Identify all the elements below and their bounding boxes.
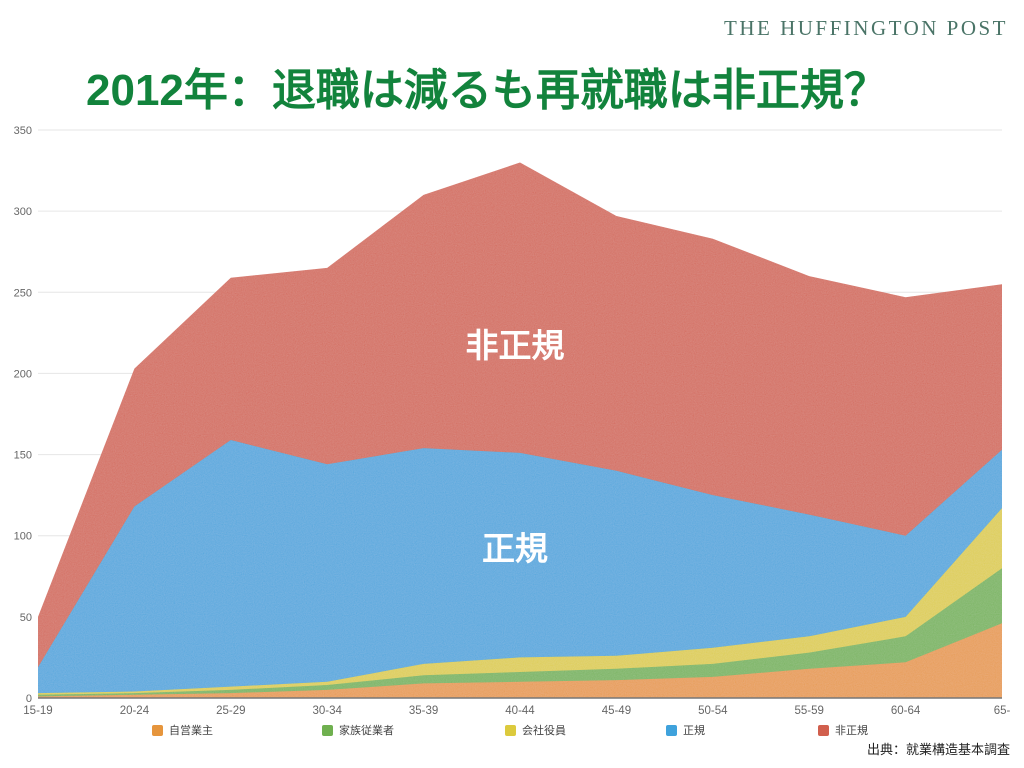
y-tick-label-300: 300 xyxy=(14,206,32,218)
source-note: 出典：就業構造基本調査 xyxy=(866,742,1010,757)
x-tick-label-40-44: 40-44 xyxy=(505,705,535,717)
area-label-正規: 正規 xyxy=(482,530,548,567)
chart-legend: 自営業主 家族従業者 会社役員 正規 非正規 xyxy=(0,722,1024,742)
legend-label: 正規 xyxy=(683,725,705,737)
legend-label: 家族従業者 xyxy=(339,725,394,737)
y-tick-label-150: 150 xyxy=(14,450,32,462)
axes: 0 50 100 150 200 250 300 350 15-19 20-24 25-29 30-3… xyxy=(14,125,1011,717)
x-tick-label-55-59: 55-59 xyxy=(794,705,823,717)
legend-swatch-red xyxy=(818,724,829,736)
legend-swatch-yellow xyxy=(505,724,516,736)
y-tick-label-50: 50 xyxy=(20,612,32,624)
legend-label: 非正規 xyxy=(835,725,868,737)
y-tick-label-0: 0 xyxy=(26,693,32,705)
x-tick-label-35-39: 35-39 xyxy=(409,705,438,717)
legend-swatch-orange xyxy=(152,724,163,736)
area-自営業主 xyxy=(38,623,1002,698)
area-正規 xyxy=(38,440,1002,698)
y-tick-label-350: 350 xyxy=(14,125,32,137)
y-tick-label-200: 200 xyxy=(14,368,32,380)
area-会社役員 xyxy=(38,508,1002,698)
area-label-非正規: 非正規 xyxy=(466,327,565,364)
x-tick-label-45-49: 45-49 xyxy=(602,705,631,717)
page-title: 2012年：退職は減るも再就職は非正規？ xyxy=(86,66,888,115)
x-tick-label-25-29: 25-29 xyxy=(216,705,245,717)
y-tick-label-100: 100 xyxy=(14,531,32,543)
x-tick-label-65-: 65- xyxy=(994,705,1011,717)
x-tick-label-30-34: 30-34 xyxy=(312,705,342,717)
x-tick-label-50-54: 50-54 xyxy=(698,705,728,717)
legend-label: 自営業主 xyxy=(169,725,213,737)
x-tick-label-15-19: 15-19 xyxy=(23,705,52,717)
stacked-areas xyxy=(38,162,1002,698)
x-tick-label-60-64: 60-64 xyxy=(891,705,921,717)
huffington-post-logo: THE HUFFINGTON POST xyxy=(724,16,1008,40)
y-tick-label-250: 250 xyxy=(14,287,32,299)
legend-item-jieigyonushi: 自営業主 xyxy=(152,722,213,738)
legend-label: 会社役員 xyxy=(522,725,566,737)
legend-item-hiseiki: 非正規 xyxy=(818,722,868,738)
legend-item-kazokujugyosha: 家族従業者 xyxy=(322,722,394,738)
x-tick-label-20-24: 20-24 xyxy=(120,705,150,717)
area-家族従業者 xyxy=(38,568,1002,698)
legend-item-kaishayakuin: 会社役員 xyxy=(505,722,566,738)
legend-swatch-blue xyxy=(666,724,677,736)
legend-swatch-green xyxy=(322,724,333,736)
legend-item-seiki: 正規 xyxy=(666,722,705,738)
